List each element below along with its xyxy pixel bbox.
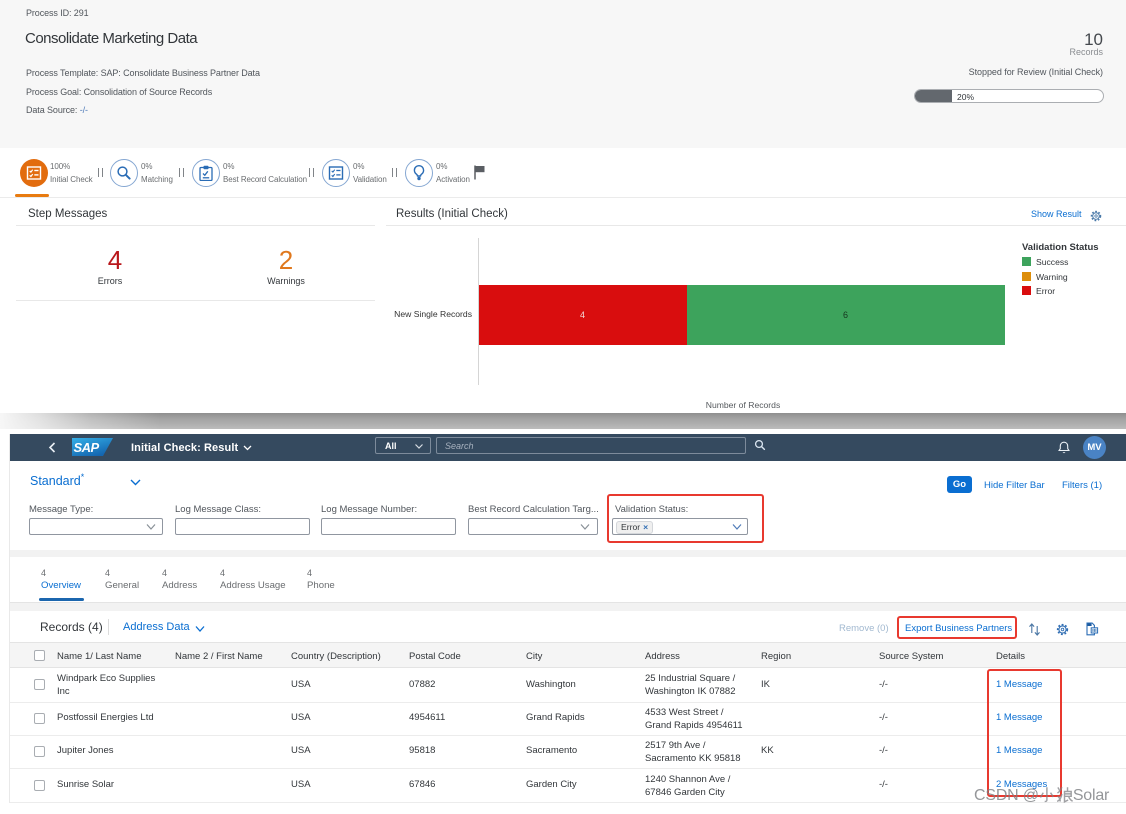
svg-text:SAP: SAP: [74, 440, 100, 455]
